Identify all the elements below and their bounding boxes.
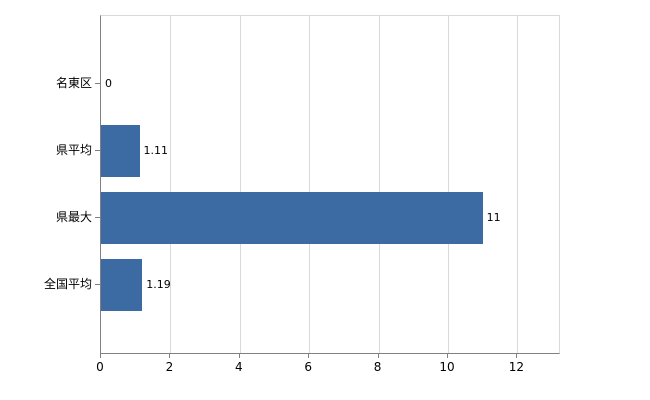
x-axis-tick <box>100 353 101 358</box>
y-axis-tick <box>95 284 100 285</box>
x-axis-tick <box>238 353 240 358</box>
x-axis-tick <box>169 353 171 358</box>
category-label: 県最大 <box>55 210 92 224</box>
gridline <box>517 16 519 353</box>
bar-value-label: 1.11 <box>143 144 169 157</box>
x-axis-tick-label: 0 <box>96 360 104 374</box>
x-axis-tick <box>446 353 448 358</box>
category-label: 名東区 <box>55 76 92 90</box>
x-axis-tick <box>516 353 518 358</box>
plot-area: 0 1.11 11 1.19 <box>100 15 560 354</box>
y-axis-tick <box>95 83 100 84</box>
gridline <box>239 16 241 353</box>
bar <box>101 125 140 177</box>
category-label: 全国平均 <box>43 277 92 291</box>
bar <box>101 259 143 311</box>
y-axis-tick <box>95 150 100 151</box>
bar-value-label: 11 <box>486 211 501 224</box>
x-axis-tick-label: 6 <box>304 360 312 374</box>
x-axis-tick <box>377 353 379 358</box>
x-axis-tick-label: 4 <box>234 360 243 374</box>
gridline <box>378 16 380 353</box>
x-axis-tick-label: 2 <box>165 360 174 374</box>
x-axis-tick-label: 8 <box>373 360 382 374</box>
gridline <box>170 16 172 353</box>
bar-value-label: 0 <box>105 77 112 90</box>
bar <box>101 192 483 244</box>
x-axis-tick <box>308 353 310 358</box>
bar-value-label: 1.19 <box>146 278 171 291</box>
y-axis-tick <box>95 217 100 218</box>
gridline <box>447 16 449 353</box>
gridline <box>309 16 311 353</box>
x-axis-tick-label: 12 <box>508 360 524 374</box>
category-label: 県平均 <box>55 143 92 157</box>
x-axis-tick-label: 10 <box>439 360 455 374</box>
